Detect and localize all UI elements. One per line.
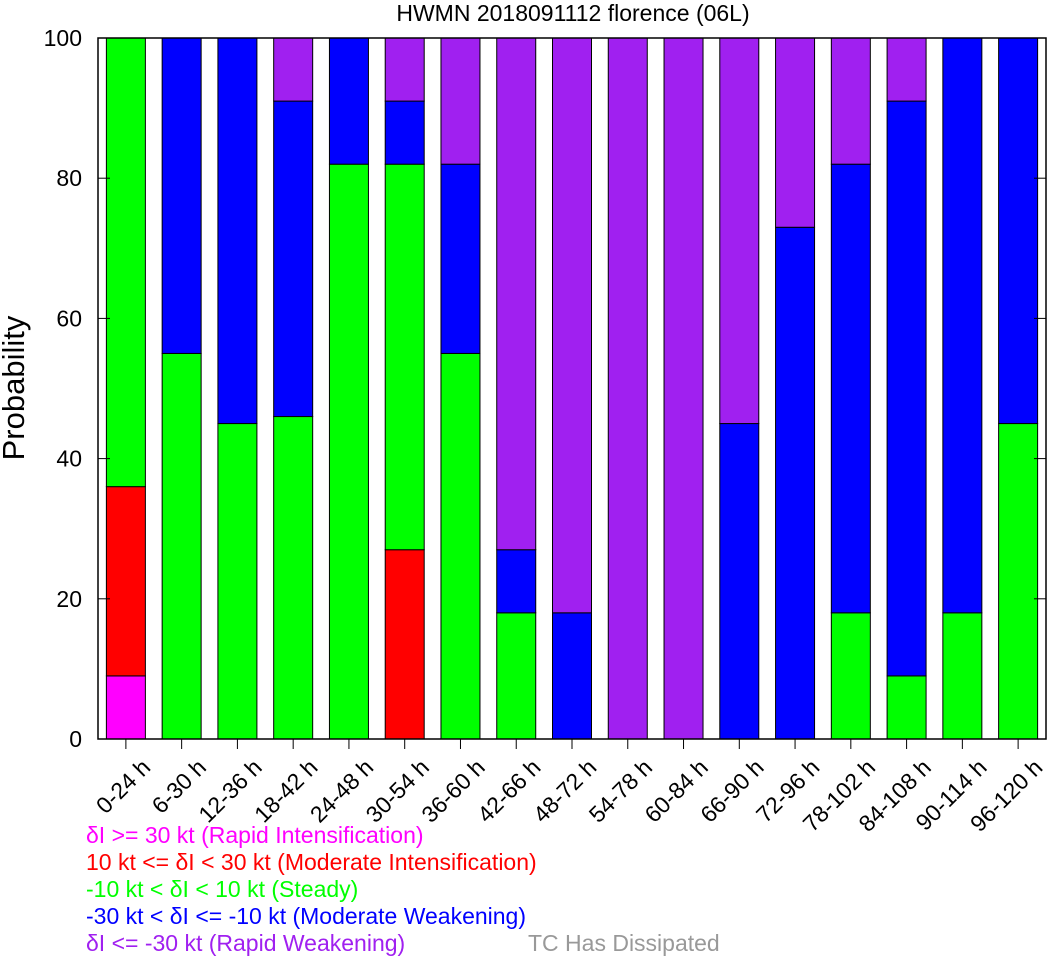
bar-42-66-h-rapid-weakening (496, 37, 537, 551)
legend-item-moderate-weakening: -30 kt < δI <= -10 kt (Moderate Weakenin… (86, 903, 527, 929)
bar-90-114-h-moderate-weakening (942, 37, 983, 614)
bar-60-84-h-rapid-weakening (663, 37, 704, 740)
y-axis-label: Probability (0, 315, 31, 460)
y-tick-label-20: 20 (56, 586, 82, 612)
bar-12-36-h-steady (217, 423, 258, 740)
bar-48-72-h-moderate-weakening (552, 612, 592, 740)
bar-30-54-h-moderate-intensification (384, 549, 425, 740)
bar-18-42-h-rapid-weakening (273, 37, 314, 102)
bar-0-24-h-rapid-intensification (105, 675, 146, 740)
bar-84-108-h-moderate-weakening (886, 100, 927, 677)
bar-30-54-h-steady (384, 163, 425, 551)
bar-24-48-h-steady (328, 163, 369, 740)
bar-78-102-h-steady (830, 612, 871, 740)
chart-title: HWMN 2018091112 florence (06L) (396, 0, 749, 26)
legend-item-rapid-weakening: δI <= -30 kt (Rapid Weakening) (86, 930, 406, 956)
bar-78-102-h-rapid-weakening (830, 37, 871, 165)
y-tick-label-60: 60 (56, 305, 82, 331)
bar-42-66-h-moderate-weakening (496, 549, 537, 614)
bar-48-72-h-rapid-weakening (552, 37, 592, 614)
bars-layer (105, 37, 1039, 740)
bar-96-120-h-moderate-weakening (998, 37, 1039, 425)
bar-18-42-h-steady (273, 416, 314, 740)
y-tick-label-40: 40 (56, 446, 82, 472)
legend-item-steady: -10 kt < δI < 10 kt (Steady) (86, 876, 359, 902)
bar-90-114-h-steady (942, 612, 983, 740)
bar-30-54-h-rapid-weakening (384, 37, 425, 102)
bar-0-24-h-steady (105, 37, 146, 488)
bar-84-108-h-steady (886, 675, 927, 740)
bar-66-90-h-moderate-weakening (719, 423, 760, 740)
bar-6-30-h-moderate-weakening (161, 37, 202, 354)
legend-item-moderate-intensification: 10 kt <= δI < 30 kt (Moderate Intensific… (86, 849, 537, 875)
x-tick-label-0-24-h: 0-24 h (91, 754, 156, 819)
bar-36-60-h-moderate-weakening (440, 163, 481, 354)
bar-36-60-h-rapid-weakening (440, 37, 481, 165)
bar-24-48-h-moderate-weakening (328, 37, 369, 165)
bar-78-102-h-moderate-weakening (830, 163, 871, 614)
bar-36-60-h-steady (440, 352, 481, 740)
bar-0-24-h-moderate-intensification (105, 486, 146, 677)
bar-12-36-h-moderate-weakening (217, 37, 258, 425)
legend-item-rapid-intensification: δI >= 30 kt (Rapid Intensification) (86, 822, 424, 848)
bar-6-30-h-steady (161, 352, 202, 740)
legend-item-tc-dissipated: TC Has Dissipated (528, 930, 720, 956)
y-tick-label-100: 100 (44, 25, 82, 51)
y-tick-label-80: 80 (56, 165, 82, 191)
bar-42-66-h-steady (496, 612, 537, 740)
bar-30-54-h-moderate-weakening (384, 100, 425, 165)
bar-72-96-h-rapid-weakening (775, 37, 816, 228)
bar-54-78-h-rapid-weakening (607, 37, 648, 740)
bar-96-120-h-steady (998, 423, 1039, 740)
bar-66-90-h-rapid-weakening (719, 37, 760, 425)
bar-72-96-h-moderate-weakening (775, 226, 816, 740)
bar-84-108-h-rapid-weakening (886, 37, 927, 102)
bar-18-42-h-moderate-weakening (273, 100, 314, 418)
y-tick-label-0: 0 (69, 726, 82, 752)
